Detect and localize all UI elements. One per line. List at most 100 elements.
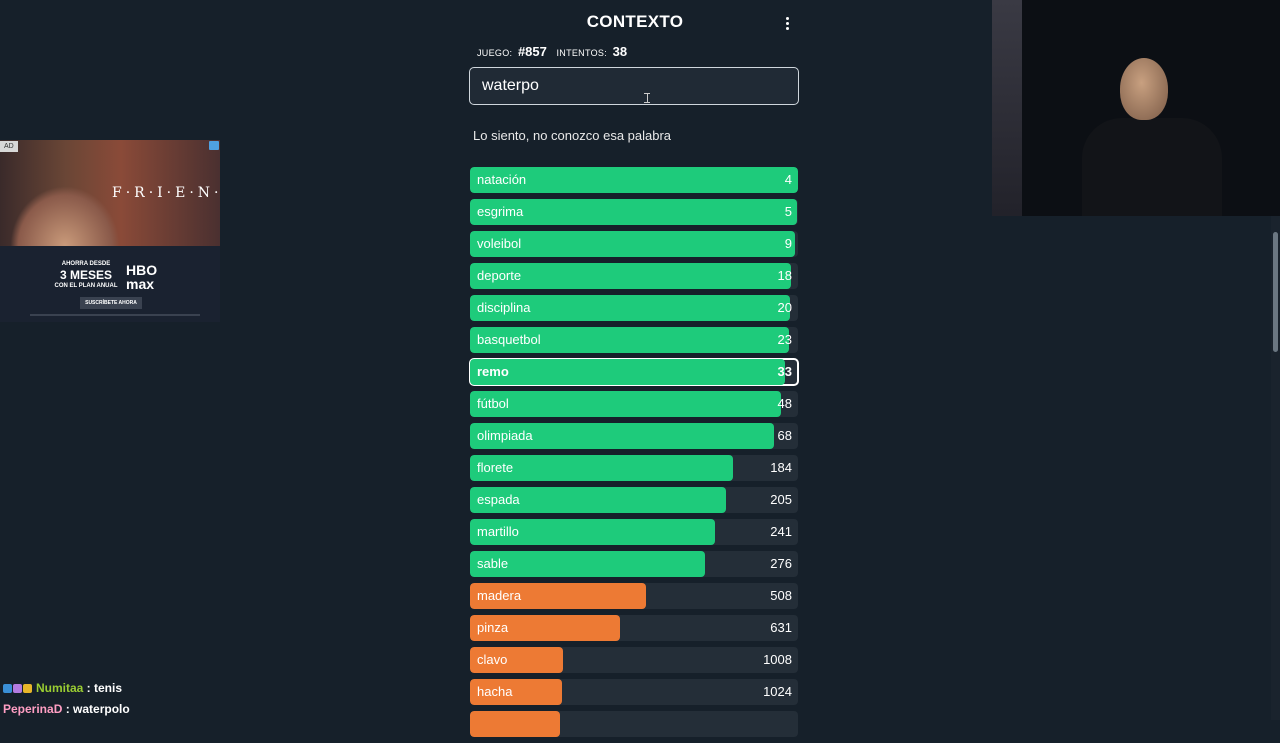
more-options-icon[interactable] (780, 12, 794, 34)
ad-tag: AD (0, 141, 18, 152)
guess-row: voleibol 9 (470, 231, 798, 257)
game-stats: JUEGO: #857 INTENTOS: 38 (477, 44, 633, 59)
chat-username: PeperinaD (3, 702, 63, 716)
guess-word: fútbol (477, 396, 509, 411)
hbo-logo-line-1: HBO (126, 262, 158, 278)
guess-rank: 5 (784, 204, 792, 219)
similarity-bar (470, 679, 563, 705)
text-cursor-icon (644, 93, 650, 103)
guess-rank: 4 (784, 172, 792, 187)
page-title: CONTEXTO (586, 12, 684, 31)
guess-word: remo (477, 364, 509, 379)
ad-banner[interactable]: AD F·R·I·E·N·D·S AHORRA DESDE 3 MESES CO… (0, 140, 220, 322)
chat-text: : tenis (83, 681, 123, 695)
guess-input[interactable] (469, 67, 799, 105)
guess-row: sable 276 (470, 551, 798, 577)
guess-word: florete (477, 460, 514, 475)
attempts-label: INTENTOS: (556, 48, 608, 58)
guess-word: deporte (477, 268, 522, 283)
badge-icon (13, 684, 22, 693)
guess-word: sable (477, 556, 509, 571)
guess-row: basquetbol 23 (470, 327, 798, 353)
similarity-bar (470, 391, 781, 417)
guess-row: pinza 631 (470, 615, 798, 641)
guess-row: florete 184 (470, 455, 798, 481)
webcam-background (992, 0, 1022, 216)
guess-word: madera (477, 588, 522, 603)
guess-word: esgrima (477, 204, 524, 219)
similarity-bar (470, 487, 727, 513)
similarity-bar (470, 551, 705, 577)
guess-rank: 18 (777, 268, 792, 283)
similarity-bar (470, 423, 775, 449)
guess-rank: 33 (777, 364, 792, 379)
guess-word: martillo (477, 524, 519, 539)
badge-icon (3, 684, 12, 693)
guess-rank: 241 (770, 524, 792, 539)
streamer-body (1082, 118, 1222, 216)
guess-rank: 48 (777, 396, 792, 411)
guess-row: deporte 18 (470, 263, 798, 289)
guess-word: espada (477, 492, 520, 507)
guess-rank: 276 (770, 556, 792, 571)
chat-message: PeperinaD : waterpolo (3, 702, 130, 716)
webcam-overlay (992, 0, 1280, 216)
chat-message: Numitaa : tenis (3, 681, 122, 695)
guess-word: basquetbol (477, 332, 541, 347)
error-message: Lo siento, no conozco esa palabra (473, 128, 672, 143)
guess-rank: 184 (770, 460, 792, 475)
badge-icon (23, 684, 32, 693)
similarity-bar (470, 583, 647, 609)
guess-row: olimpiada 68 (470, 423, 798, 449)
game-label: JUEGO: (477, 48, 513, 58)
guess-rank: 631 (770, 620, 792, 635)
guess-word: hacha (477, 684, 513, 699)
similarity-bar (470, 647, 564, 673)
ad-photo (0, 140, 220, 246)
guess-word: pinza (477, 620, 509, 635)
guess-rank: 508 (770, 588, 792, 603)
guess-rank: 1008 (763, 652, 792, 667)
contexto-app: CONTEXTO JUEGO: #857 INTENTOS: 38 Lo sie… (468, 0, 802, 737)
guess-row: clavo 1008 (470, 647, 798, 673)
ad-promo: AHORRA DESDE 3 MESES CON EL PLAN ANUAL (50, 261, 122, 290)
guess-rank: 23 (777, 332, 792, 347)
streamer-head (1120, 58, 1168, 120)
similarity-bar (470, 199, 798, 225)
guess-word: olimpiada (477, 428, 533, 443)
guess-row: martillo 241 (470, 519, 798, 545)
ad-brand: F·R·I·E·N·D·S (112, 185, 220, 201)
guess-word: voleibol (477, 236, 522, 251)
ad-subscribe-button[interactable]: SUSCRÍBETE AHORA (80, 297, 142, 309)
similarity-bar (470, 455, 734, 481)
ad-legal-text (30, 314, 200, 316)
adchoices-icon[interactable] (209, 141, 219, 150)
similarity-bar (470, 167, 798, 193)
page-scrollbar[interactable] (1271, 216, 1280, 720)
guess-word: natación (477, 172, 527, 187)
guess-row: remo 33 (469, 358, 799, 386)
scrollbar-thumb[interactable] (1273, 232, 1278, 352)
game-number: #857 (517, 44, 547, 59)
similarity-bar (470, 231, 795, 257)
guess-row: disciplina 20 (470, 295, 798, 321)
guess-word: clavo (477, 652, 508, 667)
guess-rank: 1024 (763, 684, 792, 699)
similarity-bar (470, 295, 791, 321)
guess-rank: 20 (777, 300, 792, 315)
similarity-bar (470, 263, 792, 289)
similarity-bar (470, 615, 620, 641)
ad-promo-top: AHORRA DESDE (61, 261, 111, 267)
guess-row: fútbol 48 (470, 391, 798, 417)
guess-row (470, 711, 798, 737)
similarity-bar (470, 327, 790, 353)
guess-rank: 205 (770, 492, 792, 507)
guess-row: espada 205 (470, 487, 798, 513)
guess-row: natación 4 (470, 167, 798, 193)
guess-row: esgrima 5 (470, 199, 798, 225)
ad-promo-bottom: CON EL PLAN ANUAL (54, 282, 118, 289)
chat-text: : waterpolo (62, 702, 130, 716)
similarity-bar (470, 359, 785, 385)
guess-word: disciplina (477, 300, 531, 315)
guess-row: madera 508 (470, 583, 798, 609)
